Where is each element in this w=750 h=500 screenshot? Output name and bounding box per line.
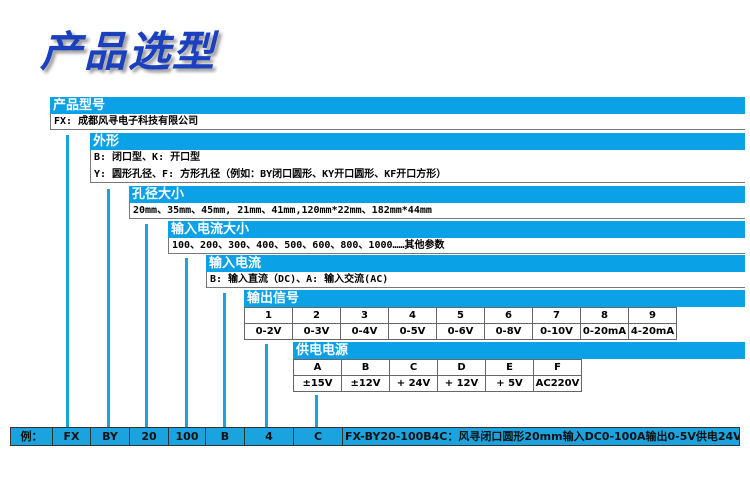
- table-cell: B: [341, 359, 390, 376]
- section-line: B: 闭口型、K: 开口型: [90, 150, 745, 167]
- table-cell: F: [533, 359, 582, 376]
- section-header-output-signal: 输出信号: [244, 290, 745, 307]
- table-cell: 0-10V: [532, 323, 581, 340]
- example-part: 20: [130, 428, 169, 445]
- connector-line: [107, 189, 110, 427]
- section-header-shape: 外形: [90, 133, 745, 150]
- table-cell: D: [437, 359, 486, 376]
- example-part: 4: [245, 428, 294, 445]
- connector-line: [66, 135, 69, 427]
- table-cell: E: [485, 359, 534, 376]
- table-cell: 8: [580, 307, 629, 324]
- example-part: 100: [169, 428, 206, 445]
- table-cell: 2: [292, 307, 341, 324]
- table-cell: + 24V: [389, 375, 438, 392]
- table-cell: 1: [244, 307, 293, 324]
- table-cell: 0-4V: [340, 323, 389, 340]
- table-cell: 0-6V: [436, 323, 485, 340]
- example-label: 例：: [11, 428, 53, 445]
- table-cell: 0-5V: [388, 323, 437, 340]
- value-row: ±15V ±12V + 24V + 12V + 5V AC220V: [293, 375, 582, 392]
- table-cell: 0-2V: [244, 323, 293, 340]
- table-cell: 4-20mA: [628, 323, 677, 340]
- table-cell: 0-20mA: [580, 323, 629, 340]
- connector-line: [185, 258, 188, 427]
- section-line: 100、200、300、400、500、600、800、1000……其他参数: [168, 238, 745, 254]
- section-line: B: 输入直流（DC)、A: 输入交流(AC): [206, 272, 745, 288]
- section-header-aperture: 孔径大小: [129, 186, 745, 203]
- table-cell: + 12V: [437, 375, 486, 392]
- section-line: 20mm、35mm、45mm, 21mm、41mm,120mm*22mm、182…: [129, 203, 745, 219]
- table-cell: 0-3V: [292, 323, 341, 340]
- section-header-model: 产品型号: [50, 97, 745, 114]
- value-row: 0-2V 0-3V 0-4V 0-5V 0-6V 0-8V 0-10V 0-20mA 4-20m…: [244, 323, 677, 340]
- example-row: 例： FX BY 20 100 B 4 C FX-BY20-100B4C：风寻闭…: [10, 427, 740, 446]
- table-cell: 5: [436, 307, 485, 324]
- connector-line: [265, 344, 268, 427]
- table-cell: ±12V: [341, 375, 390, 392]
- section-header-power-supply: 供电电源: [293, 342, 745, 359]
- connector-line: [315, 395, 318, 427]
- table-cell: ±15V: [293, 375, 342, 392]
- section-line: Y: 圆形孔径、F: 方形孔径（例如：BY闭口圆形、KY开口圆形、KF开口方形）: [90, 167, 745, 183]
- example-part: BY: [91, 428, 130, 445]
- section-header-current-range: 输入电流大小: [168, 221, 745, 238]
- example-part: C: [294, 428, 343, 445]
- table-cell: AC220V: [533, 375, 582, 392]
- connector-line: [145, 224, 148, 427]
- example-part: B: [206, 428, 245, 445]
- table-cell: 6: [484, 307, 533, 324]
- table-cell: 0-8V: [484, 323, 533, 340]
- table-cell: 4: [388, 307, 437, 324]
- table-cell: C: [389, 359, 438, 376]
- connector-line: [223, 293, 226, 427]
- table-cell: A: [293, 359, 342, 376]
- table-cell: 3: [340, 307, 389, 324]
- example-description: FX-BY20-100B4C：风寻闭口圆形20mm输入DC0-100A输出0-5…: [345, 430, 739, 443]
- section-header-input-current: 输入电流: [206, 255, 745, 272]
- example-part: FX: [53, 428, 91, 445]
- table-cell: + 5V: [485, 375, 534, 392]
- table-cell: 9: [628, 307, 677, 324]
- section-line: FX: 成都风寻电子科技有限公司: [50, 114, 745, 130]
- page-title: 产品选型: [40, 27, 217, 76]
- table-cell: 7: [532, 307, 581, 324]
